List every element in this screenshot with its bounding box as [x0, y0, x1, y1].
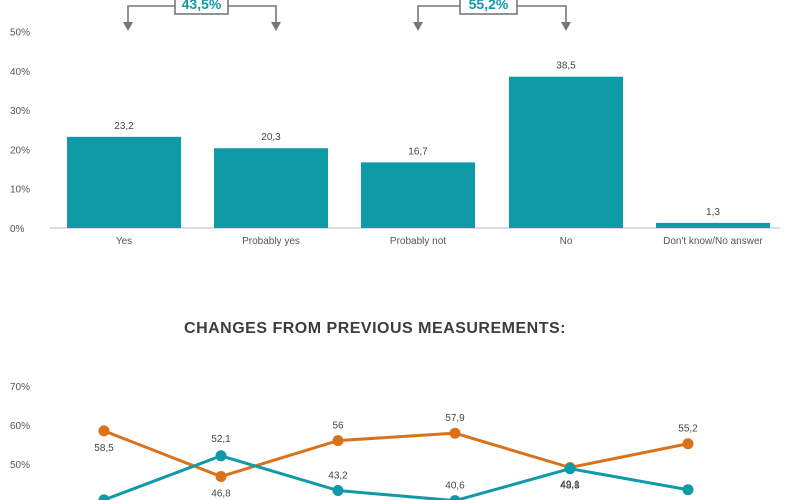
arrow-down-icon: [413, 22, 423, 31]
bar: [214, 148, 328, 228]
data-label: 56: [332, 421, 344, 432]
bar-value-label: 20,3: [261, 132, 281, 143]
data-point: [332, 485, 344, 497]
data-label: 52,1: [211, 434, 231, 445]
data-label: 48,8: [560, 481, 580, 492]
arrow-down-icon: [561, 22, 571, 31]
y-tick-label: 50%: [10, 28, 30, 39]
bar: [67, 136, 181, 228]
bar-value-label: 23,2: [114, 121, 134, 132]
data-label: 57,9: [445, 413, 465, 424]
data-label: 46,8: [211, 488, 231, 499]
data-label: 49,1: [560, 480, 580, 491]
y-tick-label: 10%: [10, 185, 30, 196]
data-point: [449, 427, 461, 439]
category-label: No: [560, 236, 573, 247]
callout-value: 43,5%: [182, 0, 222, 12]
chart-title: CHANGES FROM PREVIOUS MEASUREMENTS:: [184, 320, 566, 337]
line-chart: CHANGES FROM PREVIOUS MEASUREMENTS: 50% 6…: [10, 320, 698, 500]
callout-box: [174, 0, 229, 15]
arrow-down-icon: [271, 22, 281, 31]
data-point: [449, 495, 461, 500]
callout-yes-probably-yes: 43,5%: [123, 0, 281, 31]
data-point: [98, 425, 110, 437]
y-tick-label: 20%: [10, 145, 30, 156]
bar: [509, 76, 623, 228]
category-label: Probably yes: [242, 236, 300, 247]
bar: [656, 222, 770, 228]
callout-value: 55,2%: [469, 0, 509, 12]
bar: [361, 162, 475, 228]
bar-value-label: 38,5: [556, 61, 576, 72]
data-label: 58,5: [94, 443, 114, 454]
series-line: [103, 429, 689, 479]
bar-value-label: 16,7: [408, 146, 428, 157]
callout-bracket: [127, 5, 277, 28]
data-label: 40,6: [445, 481, 465, 492]
y-tick-label: 30%: [10, 106, 30, 117]
data-point: [215, 470, 227, 482]
y-tick-label: 40%: [10, 67, 30, 78]
bar-value-label: 1,3: [706, 207, 720, 218]
callout-bracket: [417, 5, 567, 28]
data-label: 43,2: [328, 471, 348, 482]
data-point: [682, 438, 694, 450]
y-tick-label: 60%: [10, 421, 30, 432]
data-point: [98, 494, 110, 500]
data-point: [215, 450, 227, 462]
bar-chart: 0% 10% 20% 30% 40% 50% 23,2 20,3 16,7 38,5 1,3 Ye…: [10, 0, 780, 247]
y-tick-label: 50%: [10, 460, 30, 471]
data-label: 55,2: [678, 424, 698, 435]
series-line: [103, 454, 689, 500]
y-tick-label: 70%: [10, 382, 30, 393]
callout-box: [459, 0, 518, 15]
category-label: Yes: [116, 236, 132, 247]
callout-probably-not-no: 55,2%: [413, 0, 571, 31]
data-point: [332, 435, 344, 447]
arrow-down-icon: [123, 22, 133, 31]
data-point: [564, 463, 576, 475]
category-label: Probably not: [390, 236, 446, 247]
category-label: Don't know/No answer: [663, 236, 763, 247]
data-point: [682, 484, 694, 496]
y-tick-label: 0%: [10, 224, 25, 235]
